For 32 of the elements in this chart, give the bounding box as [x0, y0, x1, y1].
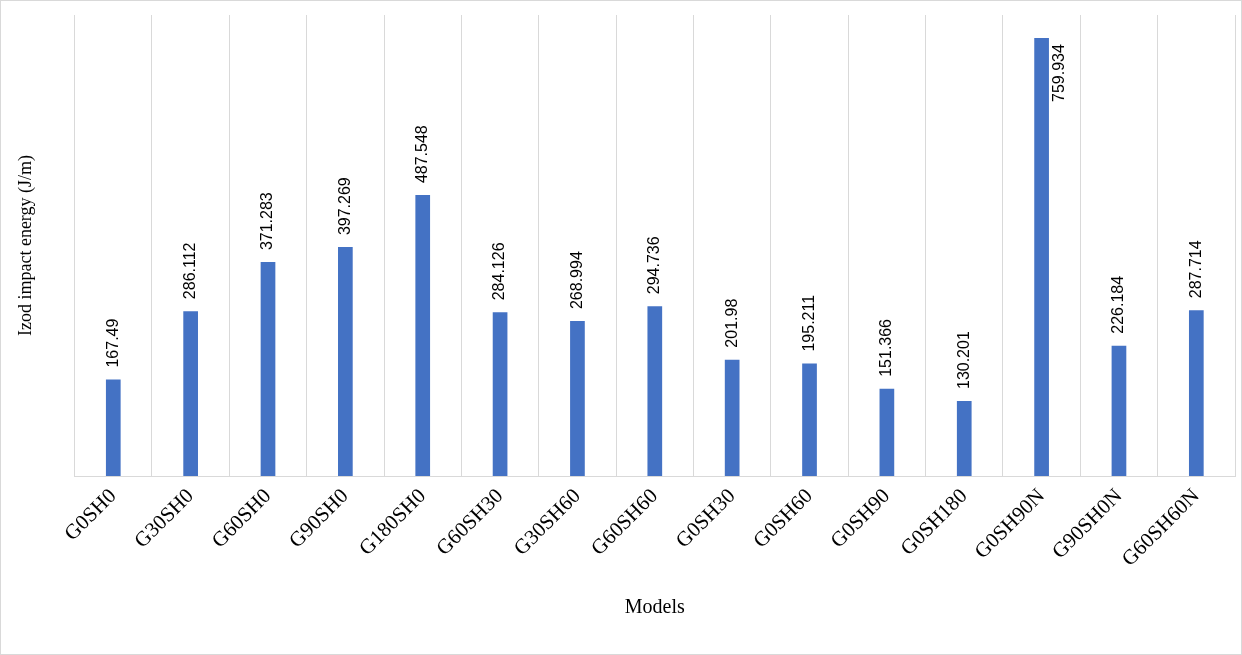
data-label: 759.934 — [1050, 44, 1068, 102]
bar — [570, 321, 585, 477]
data-label: 397.269 — [335, 177, 353, 236]
x-axis-title: Models — [624, 595, 686, 618]
bar — [802, 363, 817, 477]
bar — [1188, 310, 1204, 477]
data-label: 287.714 — [1186, 240, 1204, 299]
bar — [105, 379, 121, 477]
bar — [724, 359, 740, 477]
bar — [492, 312, 508, 477]
bar — [338, 247, 353, 477]
bar — [260, 262, 276, 477]
bar — [183, 311, 198, 477]
data-label: 268.994 — [567, 251, 585, 310]
bar — [647, 306, 663, 477]
data-label: 284.126 — [490, 242, 508, 301]
data-label: 226.184 — [1109, 275, 1127, 334]
data-label: 167.49 — [103, 318, 121, 368]
bar — [1111, 345, 1127, 477]
data-label: 371.283 — [258, 192, 276, 251]
data-label: 201.98 — [722, 298, 740, 348]
data-label: 294.736 — [645, 236, 663, 295]
data-label: 195.211 — [799, 294, 817, 352]
bar — [956, 401, 972, 477]
bar — [879, 388, 895, 477]
y-axis-title: Izod impact energy (J/m) — [14, 154, 36, 337]
data-label: 130.201 — [954, 331, 972, 390]
data-label: 286.112 — [181, 242, 199, 300]
data-label: 487.548 — [413, 125, 431, 184]
bar — [1034, 38, 1049, 477]
data-label: 151.366 — [877, 318, 895, 377]
bar — [415, 195, 431, 477]
